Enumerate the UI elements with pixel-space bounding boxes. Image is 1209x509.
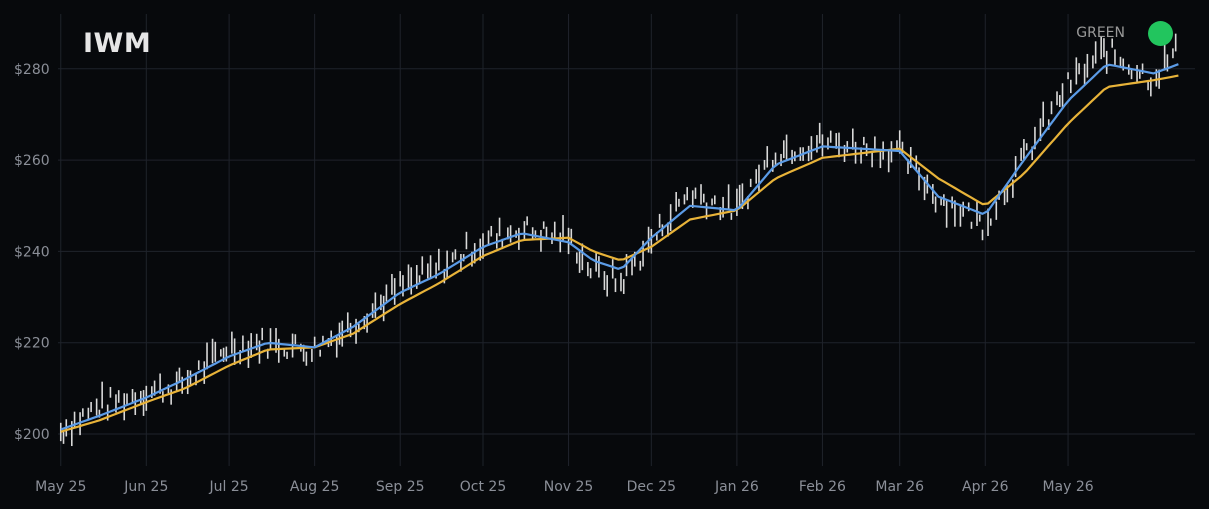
x-tick-label: Jan 26: [714, 479, 759, 495]
moving-averages: [60, 63, 1179, 433]
x-tick-label: Apr 26: [962, 479, 1009, 495]
grid-lines: [58, 14, 1195, 466]
y-tick-label: $200: [14, 427, 50, 443]
y-axis-ticks: $200 $220 $240 $260 $280: [14, 62, 50, 443]
chart-title: IWM: [83, 28, 152, 59]
x-tick-label: Dec 25: [627, 479, 676, 495]
x-tick-label: Aug 25: [290, 479, 340, 495]
slow-ma-line: [60, 74, 1179, 433]
x-tick-label: May 26: [1042, 479, 1093, 495]
status-indicator-dot: [1148, 21, 1173, 46]
y-tick-label: $260: [14, 153, 50, 169]
x-tick-label: Sep 25: [376, 479, 425, 495]
price-candles: [59, 33, 1177, 447]
y-tick-label: $220: [14, 336, 50, 352]
x-tick-label: Jul 25: [209, 479, 249, 495]
x-tick-label: Mar 26: [875, 479, 924, 495]
x-tick-label: Oct 25: [460, 479, 506, 495]
x-tick-label: May 25: [35, 479, 86, 495]
y-tick-label: $280: [14, 62, 50, 78]
y-tick-label: $240: [14, 244, 50, 260]
fast-ma-line: [60, 63, 1179, 431]
x-tick-label: Feb 26: [799, 479, 846, 495]
status-badge-label: GREEN: [1076, 25, 1125, 41]
x-tick-label: Jun 25: [123, 479, 168, 495]
x-tick-label: Nov 25: [544, 479, 594, 495]
x-axis-ticks: May 25 Jun 25 Jul 25 Aug 25 Sep 25 Oct 25 Nov …: [35, 479, 1094, 495]
